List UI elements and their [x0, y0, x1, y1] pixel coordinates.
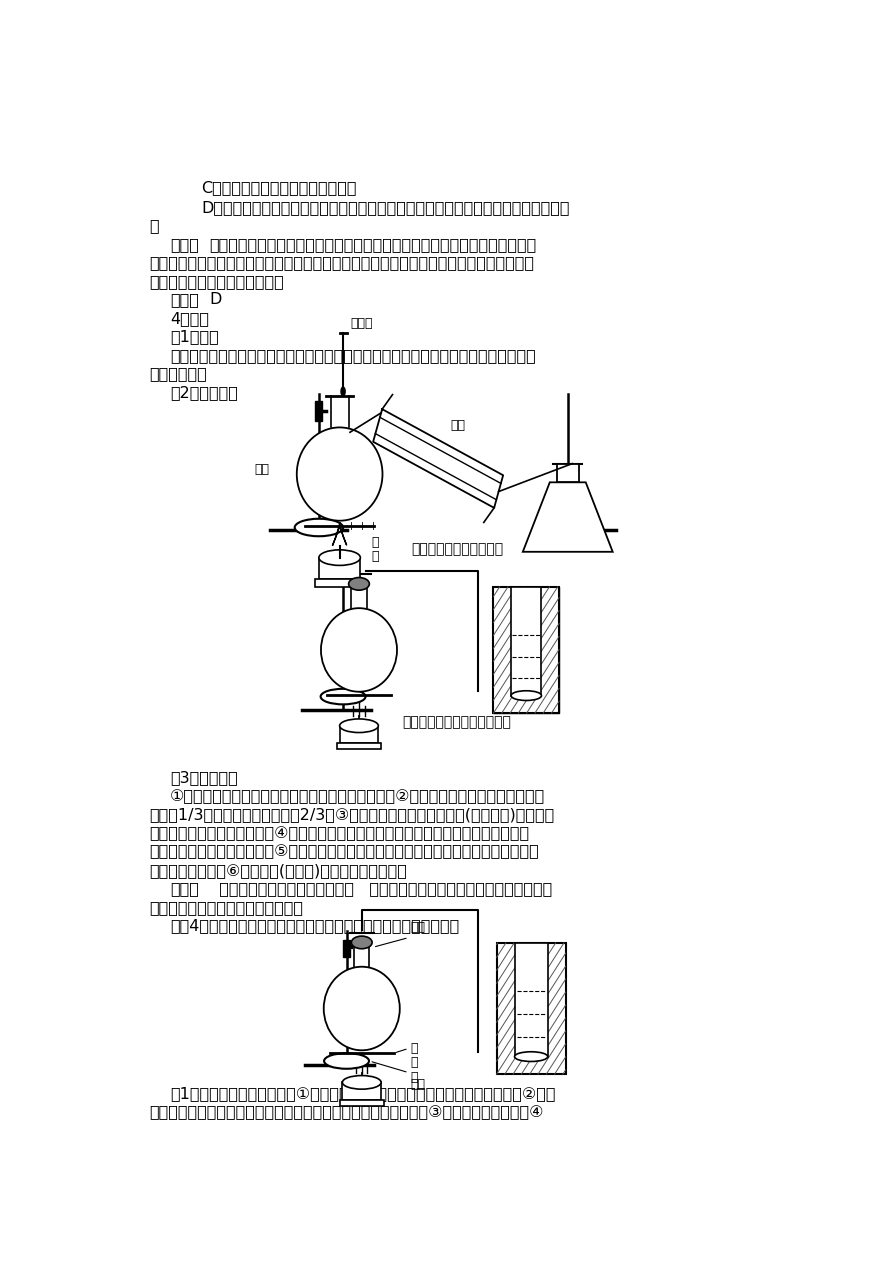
Text: 解析：: 解析： [170, 237, 199, 252]
Polygon shape [557, 463, 579, 482]
Ellipse shape [321, 608, 397, 692]
FancyBboxPatch shape [340, 1100, 384, 1106]
Ellipse shape [515, 1051, 548, 1061]
FancyBboxPatch shape [319, 558, 360, 579]
Text: 容积的1/3，也不能多于其容积的2/3；③蒸馏烧瓶内应加入几粒沸石(或碎瓷片)，使蒸馏: 容积的1/3，也不能多于其容积的2/3；③蒸馏烧瓶内应加入几粒沸石(或碎瓷片)，… [150, 808, 555, 823]
Ellipse shape [324, 967, 400, 1050]
Text: 蒸馏是净化程度最高的净水方法   蒸馏是硬水软化的一种方法，是净化程度最: 蒸馏是净化程度最高的净水方法 蒸馏是硬水软化的一种方法，是净化程度最 [210, 881, 552, 896]
FancyBboxPatch shape [515, 943, 548, 1056]
Text: 少，是软水与硬水的本质区别。: 少，是软水与硬水的本质区别。 [150, 274, 285, 289]
FancyBboxPatch shape [316, 579, 364, 587]
Text: 从硬水和软水的定义知，含有较多的可溶性钙、镁化合物的水为硬水，不含或: 从硬水和软水的定义知，含有较多的可溶性钙、镁化合物的水为硬水，不含或 [210, 237, 536, 252]
Text: 铁圈: 铁圈 [410, 1079, 425, 1092]
FancyBboxPatch shape [511, 587, 541, 695]
Text: 温度计: 温度计 [350, 317, 373, 331]
Text: 含少量的可溶性钙、镁化合物的水为软水，也就是说，水中含有的可溶性钙、镁化合物的多: 含少量的可溶性钙、镁化合物的水为软水，也就是说，水中含有的可溶性钙、镁化合物的多 [150, 255, 534, 270]
Text: （1）实验操作有以下几步：①在蒸馏烧瓶里倒入适量热水，并加入一些碎瓷片；②调节: （1）实验操作有以下几步：①在蒸馏烧瓶里倒入适量热水，并加入一些碎瓷片；②调节 [170, 1087, 556, 1102]
Text: C．硬水不是纯净物，软水是纯净物: C．硬水不是纯净物，软水是纯净物 [202, 180, 357, 196]
Text: 蒸馏的方法。: 蒸馏的方法。 [150, 366, 207, 381]
Text: （1）定义: （1）定义 [170, 329, 219, 345]
Text: 4．蒸馏: 4．蒸馏 [170, 310, 210, 326]
Text: 实验室制取蒸馏水的简易装置: 实验室制取蒸馏水的简易装置 [402, 716, 512, 729]
Text: 答案：: 答案： [170, 293, 199, 308]
Text: 谈重点: 谈重点 [170, 881, 199, 896]
Text: D．硬水中含有较多的可溶性钙、镁化合物，软水中不含或含少量的可溶性钙、镁化合: D．硬水中含有较多的可溶性钙、镁化合物，软水中不含或含少量的可溶性钙、镁化合 [202, 199, 570, 215]
Ellipse shape [343, 1075, 381, 1089]
Text: 实验室制取蒸馏水的装置: 实验室制取蒸馏水的装置 [411, 543, 503, 557]
Text: 【例4】如图所示是实验室制取蒸馏水的简易装置，回答下列问题：: 【例4】如图所示是实验室制取蒸馏水的简易装置，回答下列问题： [170, 919, 459, 933]
Ellipse shape [324, 1054, 369, 1069]
Text: D: D [210, 293, 221, 308]
Text: 硬水: 硬水 [254, 463, 269, 476]
Text: 控制的温度是出口蒸气温度；⑤冷却水的流向应跟蒸气的流向相反，这种逆流冷却可以收到: 控制的温度是出口蒸气温度；⑤冷却水的流向应跟蒸气的流向相反，这种逆流冷却可以收到 [150, 844, 540, 859]
Text: 冷水: 冷水 [450, 419, 466, 432]
FancyBboxPatch shape [493, 587, 559, 713]
Ellipse shape [294, 519, 343, 536]
FancyBboxPatch shape [493, 587, 559, 713]
Text: 根据液态混合物中各成分的沸点不同进行分离的一种方法，如实验室制取蒸馏水即采用: 根据液态混合物中各成分的沸点不同进行分离的一种方法，如实验室制取蒸馏水即采用 [170, 348, 536, 362]
Bar [316, 401, 322, 420]
Text: 铁夹: 铁夹 [410, 921, 425, 934]
FancyBboxPatch shape [340, 726, 378, 743]
Ellipse shape [511, 690, 541, 700]
Polygon shape [373, 409, 503, 507]
Polygon shape [523, 482, 613, 551]
Text: （2）蒸馏装置: （2）蒸馏装置 [170, 385, 238, 400]
Text: ①蒸馏烧瓶下面须垫上石棉网，不能用火直接加热；②蒸馏烧瓶中液体体积不能少于其: ①蒸馏烧瓶下面须垫上石棉网，不能用火直接加热；②蒸馏烧瓶中液体体积不能少于其 [170, 789, 546, 804]
FancyBboxPatch shape [343, 1083, 381, 1100]
Text: 物: 物 [150, 218, 159, 233]
Ellipse shape [349, 578, 369, 591]
Text: 石
棉
网: 石 棉 网 [410, 1041, 417, 1084]
Ellipse shape [340, 719, 378, 732]
Text: 最大的冷却效果；⑥蒸馏产物(称馏分)一般用锥形瓶收集。: 最大的冷却效果；⑥蒸馏产物(称馏分)一般用锥形瓶收集。 [150, 863, 408, 878]
FancyBboxPatch shape [497, 943, 566, 1074]
Ellipse shape [351, 936, 372, 949]
Ellipse shape [341, 387, 345, 396]
Ellipse shape [319, 550, 360, 565]
Text: 高的净水方法，蒸馏水属于纯净物。: 高的净水方法，蒸馏水属于纯净物。 [150, 900, 303, 915]
Text: 酒精灯、铁圈、铁夹的位置，控制导管末端跟试管底之间的距离；③检查装置的气密性；④: 酒精灯、铁圈、铁夹的位置，控制导管末端跟试管底之间的距离；③检查装置的气密性；④ [150, 1104, 544, 1119]
Text: 硬
水: 硬 水 [371, 536, 379, 563]
Ellipse shape [297, 428, 383, 521]
Ellipse shape [320, 689, 366, 704]
Text: （3）注意事项: （3）注意事项 [170, 770, 238, 785]
FancyBboxPatch shape [337, 743, 381, 750]
Bar [343, 939, 350, 957]
Text: 平稳进行，以防加热时暴沸；④温度计的水银球应处在蒸馏烧瓶的支管口，因为蒸馏时需: 平稳进行，以防加热时暴沸；④温度计的水银球应处在蒸馏烧瓶的支管口，因为蒸馏时需 [150, 825, 530, 840]
